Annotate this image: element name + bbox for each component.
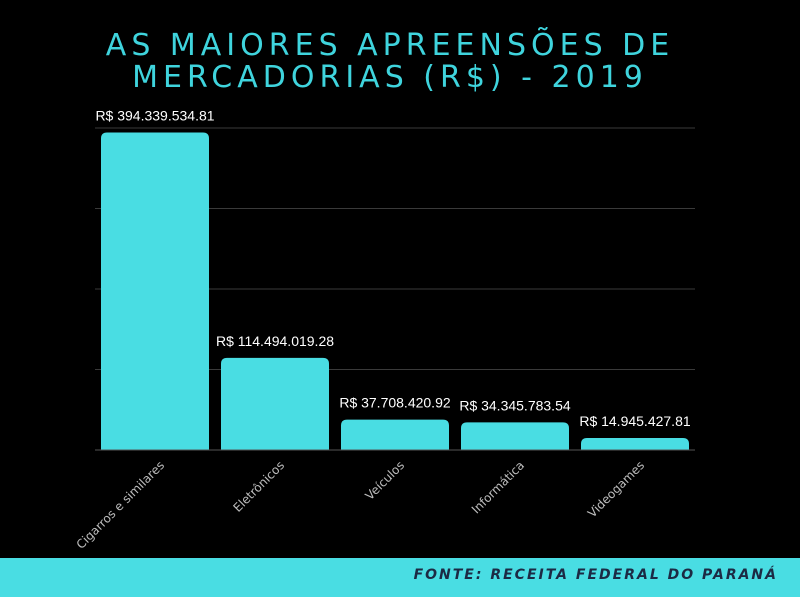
category-label-2: Veículos: [362, 458, 407, 503]
bar-0: [101, 132, 209, 450]
data-label-0: R$ 394.339.534.81: [95, 108, 214, 124]
category-label-1: Eletrônicos: [230, 458, 287, 515]
bar-3: [461, 422, 569, 450]
chart-title-line-1: AS MAIORES APREENSÕES DE: [105, 28, 675, 63]
bar-4: [581, 437, 689, 450]
category-label-0: Cigarros e similares: [74, 458, 168, 552]
bar-1: [221, 357, 329, 450]
data-label-3: R$ 34.345.783.54: [459, 397, 571, 413]
chart-title-line-2: MERCADORIAS (R$) - 2019: [132, 60, 648, 95]
footer-bar: FONTE: RECEITA FEDERAL DO PARANÁ: [0, 558, 800, 597]
data-label-2: R$ 37.708.420.92: [339, 395, 451, 411]
chart-title: AS MAIORES APREENSÕES DE MERCADORIAS (R$…: [0, 30, 780, 94]
bar-2: [341, 419, 449, 450]
data-label-4: R$ 14.945.427.81: [579, 413, 691, 429]
data-label-1: R$ 114.494.019.28: [216, 333, 334, 349]
category-label-4: Videogames: [585, 458, 647, 520]
source-note: FONTE: RECEITA FEDERAL DO PARANÁ: [413, 567, 778, 583]
bar-chart: R$ 394.339.534.81 Cigarros e similares R$ …: [74, 108, 695, 552]
category-label-3: Informática: [469, 458, 527, 516]
